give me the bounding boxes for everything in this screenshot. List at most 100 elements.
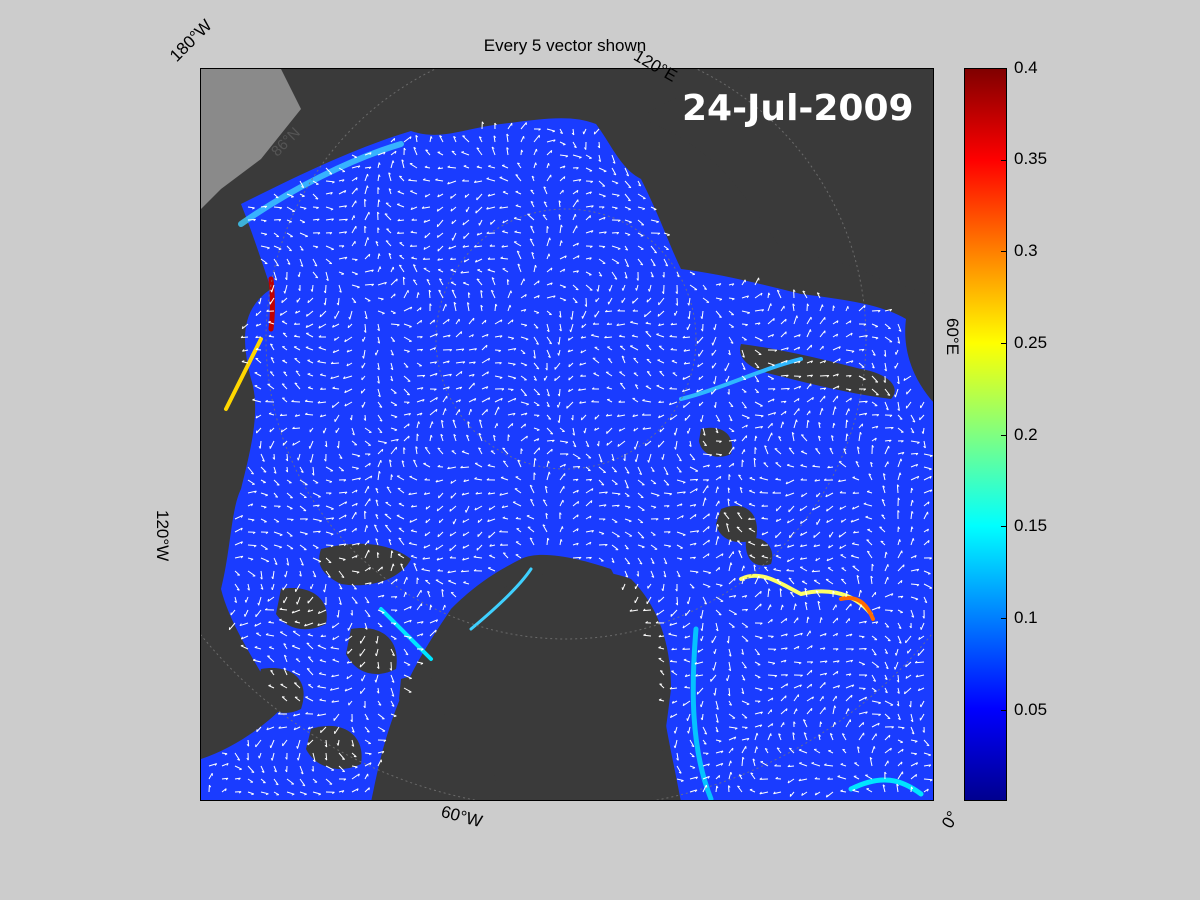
drift-vector-head (344, 231, 348, 234)
drift-vector-head (428, 289, 432, 293)
drift-vector-head (385, 240, 389, 242)
drift-vector (767, 674, 777, 677)
drift-vector (415, 135, 418, 143)
drift-vector (240, 336, 249, 339)
drift-vector-head (928, 764, 932, 767)
drift-vector (559, 240, 562, 247)
drift-vector (520, 122, 527, 130)
drift-vector (642, 427, 652, 430)
drift-vector (871, 746, 875, 754)
drift-vector (831, 435, 834, 442)
drift-vector-head (571, 132, 575, 136)
drift-vector-head (502, 190, 506, 193)
drift-vector (611, 531, 620, 538)
drift-vector (700, 609, 704, 619)
drift-vector-head (626, 471, 630, 474)
drift-vector-head (331, 508, 334, 510)
drift-vector (260, 518, 267, 523)
drift-vector-head (293, 727, 296, 731)
drift-vector (408, 492, 418, 496)
drift-vector-head (341, 790, 345, 793)
drift-vector-head (773, 318, 775, 322)
drift-vector-head (605, 491, 608, 494)
drift-vector (671, 670, 678, 676)
drift-vector (319, 673, 327, 676)
drift-vector-head (301, 186, 304, 189)
drift-vector-head (810, 645, 813, 648)
drift-vector (702, 726, 708, 735)
drift-vector (295, 583, 301, 592)
drift-vector-head (300, 264, 304, 267)
drift-vector (489, 544, 496, 547)
drift-vector (819, 395, 826, 403)
drift-vector-head (401, 460, 405, 463)
drift-vector-head (713, 327, 716, 331)
drift-vector-head (577, 514, 579, 518)
drift-vector (559, 268, 565, 273)
drift-vector (676, 544, 683, 549)
drift-vector (424, 492, 431, 495)
drift-vector-head (640, 263, 643, 266)
drift-vector-head (774, 675, 778, 678)
drift-vector (754, 648, 760, 656)
drift-vector-head (247, 588, 250, 591)
drift-vector (790, 591, 795, 598)
drift-vector (324, 583, 327, 593)
drift-vector-head (656, 495, 660, 497)
longitude-label-0: 0° (938, 807, 963, 832)
drift-vector-head (486, 334, 489, 337)
drift-vector-head (705, 752, 709, 756)
drift-vector (650, 245, 657, 254)
drift-vector-head (717, 419, 721, 422)
drift-vector (840, 790, 847, 793)
drift-vector (377, 440, 387, 444)
drift-vector-head (533, 356, 536, 359)
drift-vector-head (852, 506, 855, 510)
drift-vector-head (355, 528, 357, 531)
drift-vector (894, 362, 899, 369)
drift-vector-head (655, 621, 659, 624)
drift-vector (829, 447, 834, 455)
drift-vector (325, 218, 334, 221)
drift-vector (858, 400, 868, 403)
drift-vector-head (731, 298, 735, 301)
drift-vector (260, 466, 267, 473)
drift-vector-head (300, 563, 304, 566)
drift-vector (455, 386, 462, 390)
drift-vector-head (378, 174, 381, 178)
drift-vector-head (744, 406, 747, 409)
drift-vector (364, 525, 368, 533)
drift-vector (923, 583, 933, 589)
drift-vector (502, 219, 509, 224)
drift-vector (685, 609, 691, 617)
drift-vector (390, 438, 399, 442)
drift-vector (581, 414, 587, 421)
drift-vector (283, 596, 288, 604)
drift-vector-head (439, 135, 443, 138)
drift-vector (351, 570, 360, 573)
drift-vector-head (413, 264, 416, 267)
drift-vector-head (760, 415, 764, 418)
drift-vector-head (678, 459, 682, 462)
drift-vector-head (813, 535, 815, 538)
drift-vector-head (875, 337, 879, 340)
drift-vector (702, 583, 711, 588)
drift-vector-head (271, 576, 274, 580)
drift-vector-head (319, 659, 323, 661)
drift-vector (332, 387, 340, 390)
drift-vector-head (800, 674, 803, 677)
drift-vector-head (501, 505, 505, 509)
drift-vector-head (927, 501, 930, 505)
drift-vector (788, 505, 795, 513)
drift-vector-head (728, 352, 731, 356)
drift-vector (450, 193, 457, 199)
drift-vector-head (336, 614, 339, 618)
drift-vector-head (863, 688, 866, 691)
drift-vector (897, 401, 900, 411)
drift-vector (870, 576, 873, 585)
drift-vector-head (240, 515, 244, 518)
drift-vector-head (834, 406, 837, 410)
drift-vector-head (362, 339, 364, 342)
drift-vector-head (397, 190, 401, 193)
drift-vector (572, 189, 579, 195)
